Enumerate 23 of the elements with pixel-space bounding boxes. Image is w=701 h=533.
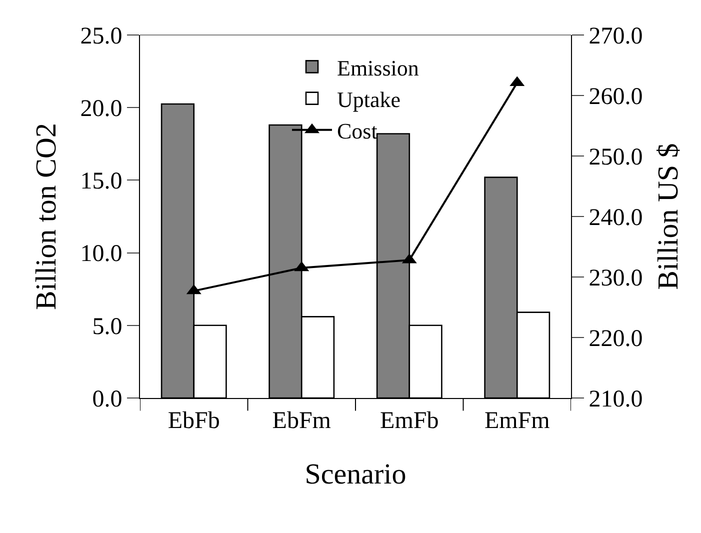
y-axis-title: Billion ton CO2: [30, 123, 63, 310]
legend-label: Emission: [337, 55, 419, 80]
y2-tick-label: 210.0: [588, 386, 643, 412]
y2-tick-label: 250.0: [588, 144, 643, 170]
y2-tick-label: 240.0: [588, 204, 643, 231]
x-axis-title: Scenario: [304, 458, 406, 491]
x-tick-label: EmFb: [380, 408, 439, 434]
y-tick-label: 5.0: [92, 314, 122, 340]
x-tick-label: EbFb: [168, 408, 220, 434]
x-tick-label: EmFm: [484, 408, 550, 434]
legend-label: Uptake: [337, 86, 401, 112]
y2-axis-title: Billion US $: [652, 143, 685, 290]
y2-tick-label: 260.0: [588, 84, 643, 110]
y2-tick-label: 230.0: [588, 265, 643, 292]
y2-tick-label: 270.0: [588, 23, 643, 50]
legend-label: Cost: [337, 118, 378, 144]
y-tick-label: 10.0: [80, 241, 122, 268]
y2-tick-label: 220.0: [588, 326, 643, 352]
x-tick-label: EbFm: [272, 408, 332, 434]
y-tick-label: 20.0: [80, 96, 122, 122]
y-tick-label: 25.0: [80, 23, 122, 50]
y-tick-label: 0.0: [92, 386, 122, 412]
y-tick-label: 15.0: [80, 168, 122, 195]
